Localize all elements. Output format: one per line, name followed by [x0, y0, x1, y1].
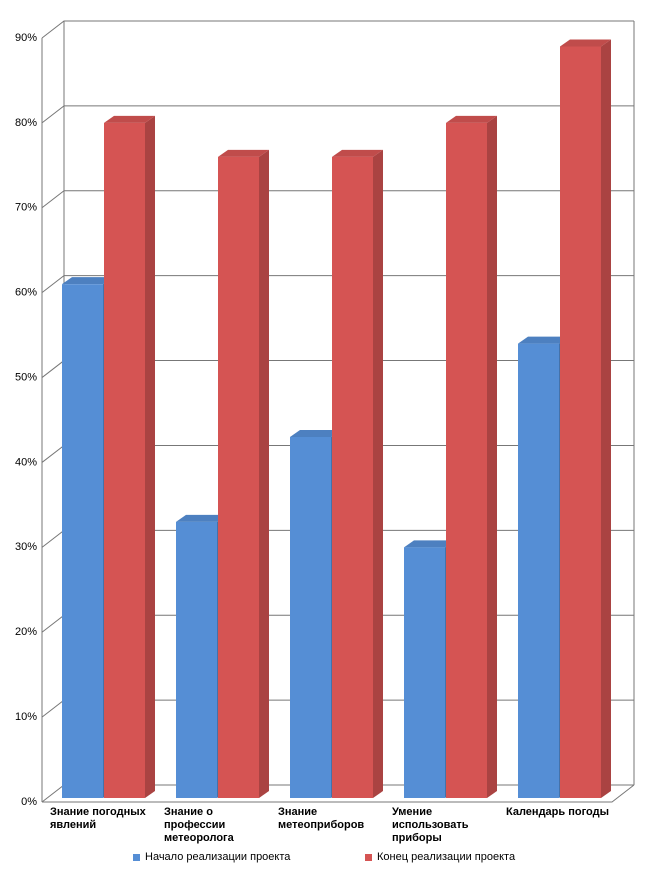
bar-top — [218, 149, 269, 157]
legend-label: Начало реализации проекта — [145, 851, 291, 863]
bar-top — [290, 429, 341, 437]
bar-side — [373, 149, 383, 798]
bar-top — [560, 39, 611, 47]
bar — [104, 122, 145, 798]
bar-side — [487, 115, 497, 798]
x-tick-label: Знание метеоприборов — [278, 806, 365, 831]
legend-label: Конец реализации проекта — [377, 851, 516, 863]
bar-side — [259, 149, 269, 798]
bar-side — [145, 115, 155, 798]
legend-item: Конец реализации проекта — [365, 851, 515, 863]
legend-item: Начало реализации проекта — [133, 851, 290, 863]
bar-top — [176, 514, 227, 522]
grid-line — [41, 105, 634, 124]
bar-top — [518, 336, 569, 344]
bar — [446, 122, 487, 798]
floor-edge — [42, 784, 635, 803]
x-tick-label: Знание о профессии метеоролога — [164, 806, 234, 844]
bar — [404, 547, 445, 798]
x-tick-label: Календарь погоды — [506, 806, 609, 818]
bar-top — [104, 115, 155, 123]
legend-swatch — [365, 853, 372, 861]
y-tick-label: 50% — [15, 371, 37, 383]
x-tick-label: Умение использовать приборы — [392, 806, 469, 844]
y-tick-label: 0% — [21, 796, 37, 808]
grid-line — [41, 20, 634, 39]
y-tick-label: 20% — [15, 626, 37, 638]
bar — [218, 156, 259, 798]
y-tick-label: 10% — [15, 711, 37, 723]
bar-top — [332, 149, 383, 157]
y-tick-label: 30% — [15, 541, 37, 553]
bar-top — [62, 277, 113, 285]
y-tick-label: 60% — [15, 287, 37, 299]
grid-line — [41, 275, 634, 294]
legend-swatch — [133, 853, 140, 861]
bar — [176, 521, 217, 798]
bar — [332, 156, 373, 798]
bar-top — [404, 540, 455, 548]
y-tick-label: 90% — [15, 32, 37, 44]
bar — [560, 46, 601, 798]
bar-side — [601, 39, 611, 798]
y-tick-label: 70% — [15, 202, 37, 214]
y-tick-label: 40% — [15, 456, 37, 468]
bar — [290, 436, 331, 798]
bar — [518, 343, 559, 798]
bar-top — [446, 115, 497, 123]
x-tick-label: Знание погодных явлений — [50, 806, 146, 831]
y-tick-label: 80% — [15, 117, 37, 129]
bar — [62, 284, 103, 799]
grid-line — [41, 190, 634, 209]
